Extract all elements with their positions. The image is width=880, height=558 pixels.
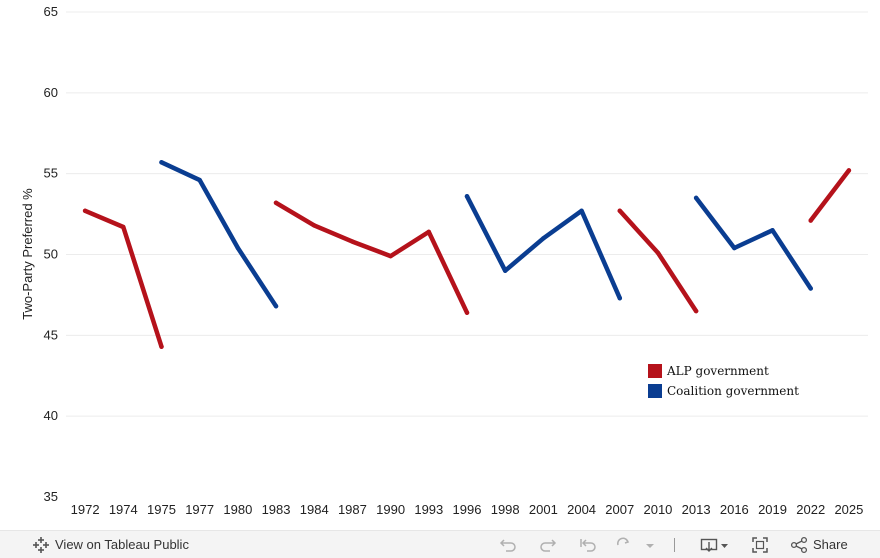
data-point[interactable]	[846, 168, 852, 173]
y-axis: 35 40 45 50 55 60 65	[44, 4, 58, 504]
data-point[interactable]	[808, 218, 813, 223]
data-point[interactable]	[197, 177, 202, 183]
x-tick-label: 2007	[605, 502, 634, 517]
data-point[interactable]	[388, 253, 393, 259]
dropdown-icon[interactable]	[645, 531, 655, 558]
y-tick-label: 45	[44, 327, 58, 342]
y-tick-label: 40	[44, 408, 58, 423]
share-button[interactable]: Share	[790, 531, 848, 558]
x-tick-label: 1987	[338, 502, 367, 517]
legend-swatch	[648, 384, 662, 398]
series-line[interactable]	[464, 194, 623, 301]
series-line[interactable]	[693, 195, 813, 291]
revert-icon[interactable]	[578, 531, 598, 558]
x-tick-label: 1990	[376, 502, 405, 517]
x-tick-label: 1984	[300, 502, 329, 517]
series-lines	[82, 160, 852, 349]
legend-label: Coalition government	[667, 384, 799, 398]
download-icon[interactable]	[700, 531, 730, 558]
legend-label: ALP government	[666, 364, 769, 378]
x-tick-label: 2010	[643, 502, 672, 517]
legend: ALP government Coalition government	[648, 364, 799, 398]
series-line[interactable]	[273, 200, 470, 315]
share-label: Share	[813, 537, 848, 552]
y-tick-label: 65	[44, 4, 58, 19]
data-point[interactable]	[464, 194, 470, 199]
data-point[interactable]	[159, 160, 164, 165]
data-point[interactable]	[770, 228, 775, 233]
x-tick-label: 2019	[758, 502, 787, 517]
x-tick-label: 1998	[491, 502, 520, 517]
series-line[interactable]	[808, 168, 852, 223]
undo-icon[interactable]	[498, 531, 518, 558]
x-axis: 1972 1974 1975 1977 1980 1983 1984 1987 1990 1993…	[71, 502, 864, 517]
data-point[interactable]	[464, 310, 470, 315]
x-tick-label: 1980	[223, 502, 252, 517]
series-line[interactable]	[159, 160, 279, 309]
x-tick-label: 2001	[529, 502, 558, 517]
x-tick-label: 1975	[147, 502, 176, 517]
y-tick-label: 60	[44, 85, 58, 100]
data-point[interactable]	[502, 268, 508, 273]
data-point[interactable]	[121, 224, 126, 230]
fullscreen-icon[interactable]	[751, 531, 769, 558]
y-tick-label: 55	[44, 166, 58, 181]
tableau-logo-icon	[32, 536, 50, 554]
view-on-tableau-link[interactable]: View on Tableau Public	[32, 531, 189, 558]
legend-swatch	[648, 364, 662, 378]
share-icon	[790, 536, 808, 554]
x-tick-label: 1993	[414, 502, 443, 517]
data-point[interactable]	[273, 200, 279, 205]
data-point[interactable]	[541, 236, 546, 241]
data-point[interactable]	[617, 295, 622, 301]
data-point[interactable]	[693, 195, 699, 201]
gridlines	[66, 11, 868, 417]
data-point[interactable]	[235, 245, 241, 251]
data-point[interactable]	[273, 304, 279, 309]
x-tick-label: 1996	[453, 502, 482, 517]
data-point[interactable]	[617, 208, 622, 214]
x-tick-label: 1977	[185, 502, 214, 517]
series-line[interactable]	[617, 208, 699, 314]
x-tick-label: 1974	[109, 502, 138, 517]
data-point[interactable]	[312, 223, 317, 228]
data-point[interactable]	[426, 229, 432, 235]
data-point[interactable]	[350, 239, 355, 244]
data-point[interactable]	[159, 344, 164, 349]
y-tick-label: 35	[44, 489, 58, 504]
toolbar-divider	[674, 531, 675, 558]
tableau-toolbar: View on Tableau Public	[0, 530, 880, 558]
x-tick-label: 2013	[682, 502, 711, 517]
x-tick-label: 2016	[720, 502, 749, 517]
data-point[interactable]	[808, 286, 813, 291]
data-point[interactable]	[82, 208, 88, 214]
refresh-icon[interactable]	[614, 531, 634, 558]
x-tick-label: 2004	[567, 502, 596, 517]
y-tick-label: 50	[44, 247, 58, 262]
x-tick-label: 1972	[71, 502, 100, 517]
y-axis-title: Two-Party Preferred %	[20, 188, 35, 320]
data-point[interactable]	[732, 245, 737, 251]
data-point[interactable]	[579, 208, 584, 214]
redo-icon[interactable]	[538, 531, 558, 558]
x-tick-label: 1983	[262, 502, 291, 517]
view-on-tableau-label: View on Tableau Public	[55, 537, 189, 552]
x-tick-label: 2022	[796, 502, 825, 517]
data-point[interactable]	[655, 250, 661, 256]
data-point[interactable]	[693, 308, 699, 314]
x-tick-label: 2025	[834, 502, 863, 517]
series-line[interactable]	[82, 208, 164, 349]
